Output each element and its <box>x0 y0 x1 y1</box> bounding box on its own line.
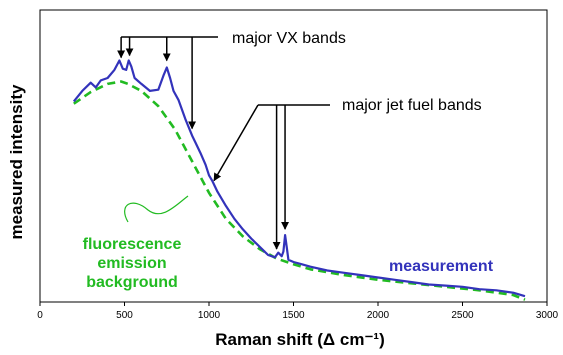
measurement-label: measurement <box>389 258 494 275</box>
x-axis-title: Raman shift (Δ cm⁻¹) <box>215 330 385 349</box>
x-axis-ticks: 0 500 1000 1500 2000 2500 3000 <box>37 302 559 321</box>
jet-fuel-diagonal-arrow <box>213 104 259 182</box>
background-label-line: fluorescence <box>83 236 182 253</box>
x-tick-label: 1000 <box>198 310 221 321</box>
annotation-layer: major VX bands major jet fuel bands <box>117 30 482 250</box>
background-label-connector <box>124 195 189 223</box>
measurement-series-line <box>72 59 526 298</box>
x-tick-label: 2000 <box>367 310 390 321</box>
x-tick-label: 0 <box>37 310 43 321</box>
background-label-line: emission <box>97 255 166 272</box>
x-tick-label: 2500 <box>451 310 474 321</box>
x-tick-label: 1500 <box>282 310 305 321</box>
x-tick-label: 3000 <box>536 310 559 321</box>
vx-bands-label: major VX bands <box>232 30 346 47</box>
y-axis-title: measured intensity <box>7 84 26 239</box>
series-layer: measurement fluorescence emission backgroun… <box>72 59 526 301</box>
background-label-line: background <box>86 274 178 291</box>
x-tick-label: 500 <box>116 310 133 321</box>
jet-fuel-bands-label: major jet fuel bands <box>342 97 482 114</box>
